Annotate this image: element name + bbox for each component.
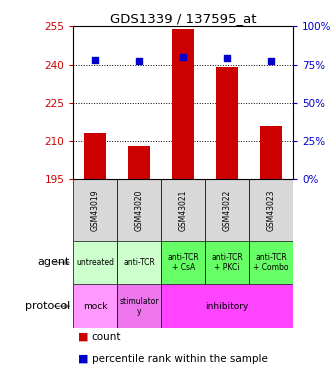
- Bar: [73, 179, 117, 241]
- Bar: [172, 29, 194, 179]
- Bar: [161, 241, 205, 284]
- Bar: [205, 179, 249, 241]
- Bar: [249, 179, 293, 241]
- Text: inhibitory: inhibitory: [205, 302, 249, 311]
- Text: ■: ■: [78, 354, 89, 364]
- Bar: [73, 284, 117, 328]
- Bar: [117, 179, 161, 241]
- Bar: [117, 284, 161, 328]
- Text: anti-TCR
+ CsA: anti-TCR + CsA: [167, 253, 199, 272]
- Text: GSM43020: GSM43020: [135, 189, 144, 231]
- Text: untreated: untreated: [76, 258, 114, 267]
- Bar: [161, 284, 293, 328]
- Bar: [84, 134, 106, 179]
- Text: GSM43022: GSM43022: [222, 189, 232, 231]
- Text: GSM43021: GSM43021: [178, 189, 188, 231]
- Text: anti-TCR
+ Combo: anti-TCR + Combo: [253, 253, 289, 272]
- Text: ■: ■: [78, 332, 89, 342]
- Text: agent: agent: [38, 258, 70, 267]
- Point: [224, 56, 230, 62]
- Title: GDS1339 / 137595_at: GDS1339 / 137595_at: [110, 12, 256, 25]
- Bar: [216, 67, 238, 179]
- Point: [93, 57, 98, 63]
- Bar: [117, 241, 161, 284]
- Text: GSM43023: GSM43023: [266, 189, 276, 231]
- Text: mock: mock: [83, 302, 108, 311]
- Bar: [249, 241, 293, 284]
- Text: protocol: protocol: [25, 301, 70, 311]
- Text: count: count: [92, 332, 121, 342]
- Point: [180, 54, 186, 60]
- Point: [268, 58, 274, 64]
- Bar: [260, 126, 282, 179]
- Bar: [161, 179, 205, 241]
- Bar: [73, 241, 117, 284]
- Point: [137, 58, 142, 64]
- Text: percentile rank within the sample: percentile rank within the sample: [92, 354, 267, 364]
- Text: GSM43019: GSM43019: [91, 189, 100, 231]
- Text: anti-TCR
+ PKCi: anti-TCR + PKCi: [211, 253, 243, 272]
- Text: anti-TCR: anti-TCR: [123, 258, 155, 267]
- Bar: [128, 146, 150, 179]
- Bar: [205, 241, 249, 284]
- Text: stimulator
y: stimulator y: [120, 297, 159, 316]
